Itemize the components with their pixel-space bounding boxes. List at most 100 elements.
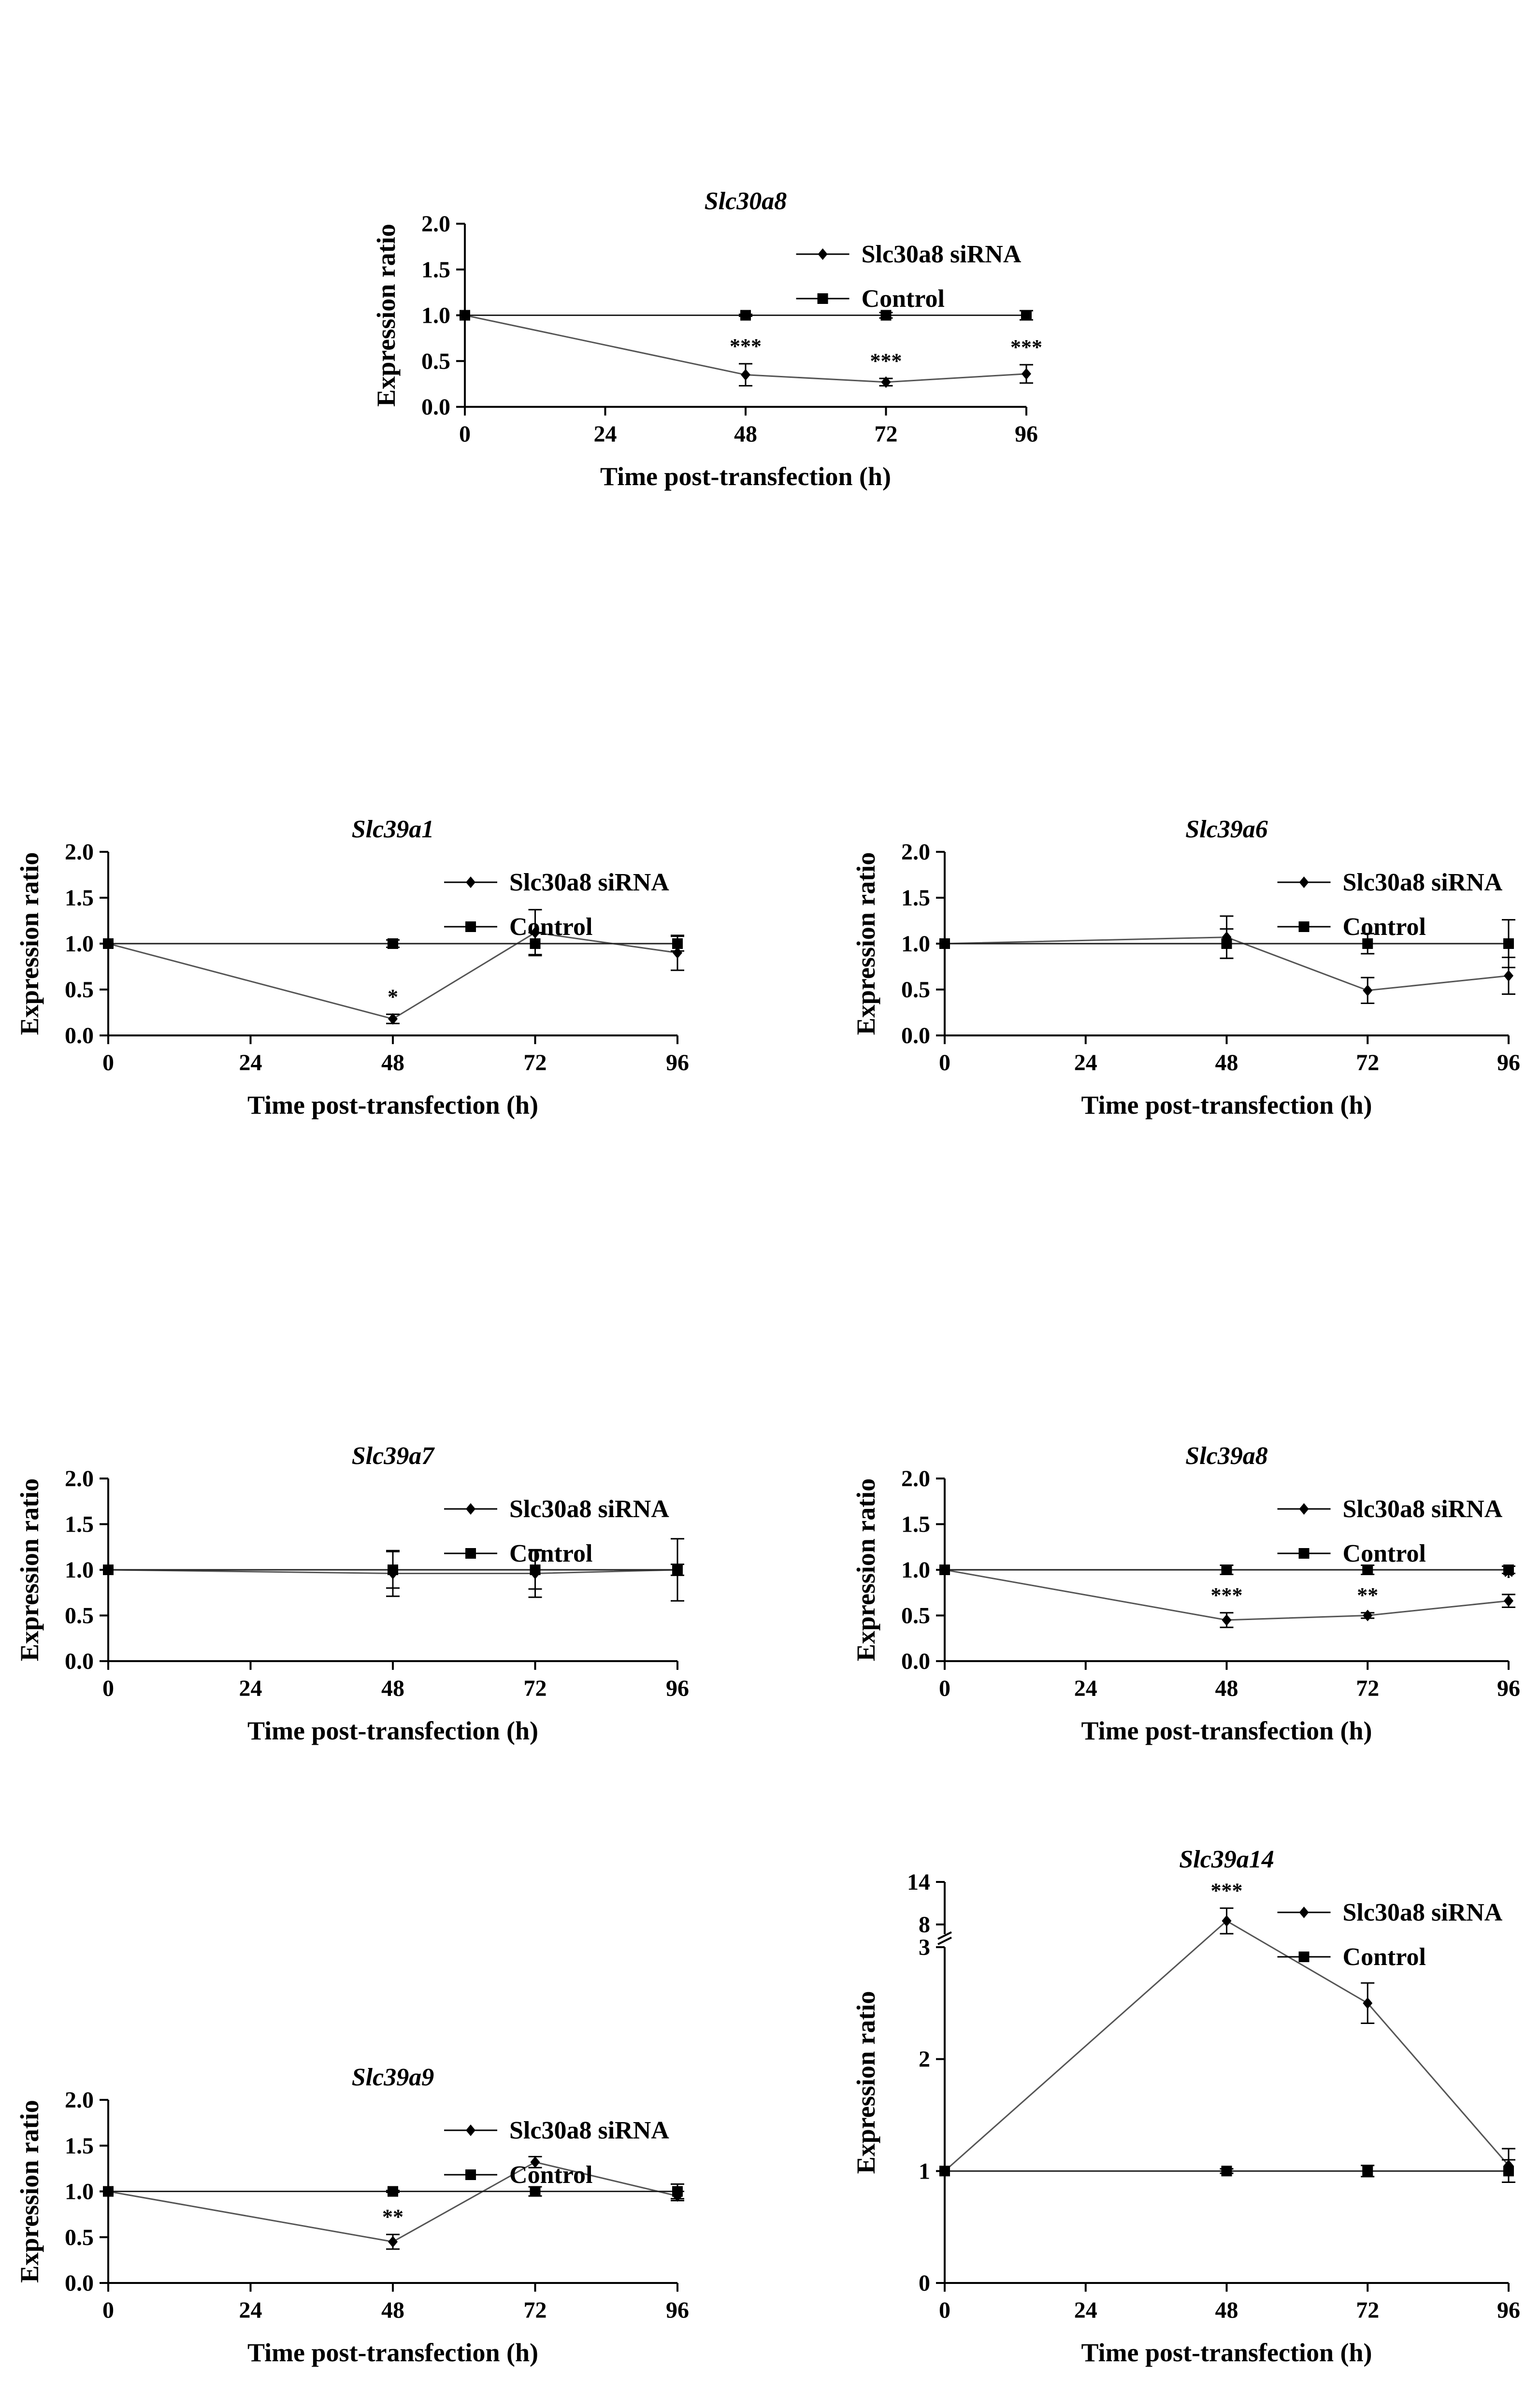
y-tick-label: 1.0 [65,931,94,957]
chart-title: Slc30a8 [705,187,787,215]
x-tick-label: 96 [666,1050,689,1076]
legend-marker [465,2169,476,2180]
legend-label: Slc30a8 siRNA [509,869,669,896]
x-tick-label: 24 [1074,1050,1097,1076]
y-axis-label: Expression ratio [372,224,401,407]
x-axis-label: Time post-transfection (h) [1081,1716,1372,1745]
series-line-sirna [108,2161,678,2243]
legend-label: Slc30a8 siRNA [1343,1899,1503,1926]
data-point-sirna [388,1013,398,1025]
y-axis-label: Expression ratio [15,1478,44,1662]
significance-marker: ** [382,2205,403,2229]
legend-marker [465,921,476,932]
y-tick-label: 0.0 [65,1649,94,1674]
significance-marker: *** [1211,1879,1243,1902]
data-point-sirna [881,376,891,388]
x-tick-label: 96 [1497,1676,1520,1701]
x-tick-label: 0 [102,2297,114,2323]
x-tick-label: 24 [239,1676,262,1701]
x-tick-label: 24 [1074,2297,1097,2323]
data-point-control [460,310,470,321]
x-tick-label: 72 [1356,1050,1379,1076]
series-line-sirna [944,1920,1510,2172]
x-tick-label: 72 [524,1676,547,1701]
y-tick-label: 0 [919,2270,930,2296]
y-tick-label: 14 [907,1869,930,1895]
data-point-sirna [530,2156,540,2168]
y-axis-label: Expression ratio [851,1991,880,2174]
y-axis-label: Expression ratio [851,852,880,1035]
data-point-control [1221,938,1232,949]
panel-slc39a7: 0.0 0.5 1.0 1.5 2.0 0 24 48 72 96 Time post-transf… [15,1442,689,1745]
y-tick-label: 3 [919,1935,930,1960]
x-tick-label: 72 [1356,2297,1379,2323]
y-tick-label: 2 [919,2047,930,2072]
x-tick-label: 48 [381,1050,404,1076]
legend-label: Slc30a8 siRNA [1343,869,1503,896]
legend-sirna: Slc30a8 siRNA [1277,1495,1503,1523]
y-tick-label: 1.0 [901,931,930,957]
y-tick-label: 2.0 [901,1466,930,1492]
x-tick-label: 0 [102,1676,114,1701]
series-line-sirna [944,936,1509,991]
significance-marker: *** [870,349,902,373]
x-tick-label: 48 [1215,1676,1238,1701]
data-point-control [740,310,751,321]
y-tick-label: 0.5 [421,348,450,374]
data-point-control [388,1565,398,1575]
data-point-sirna [388,2236,398,2248]
y-tick-label: 0.5 [901,1603,930,1629]
series-line-sirna [108,1569,678,1575]
x-tick-label: 72 [524,1050,547,1076]
chart-title: Slc39a14 [1179,1846,1274,1873]
data-point-control [1221,1565,1232,1575]
data-point-control [530,2186,541,2197]
data-point-control [880,310,892,321]
legend-label: Control [1343,1943,1426,1971]
x-tick-label: 0 [939,1050,950,1076]
significance-marker: ** [1357,1583,1378,1607]
y-axis-label: Expression ratio [851,1478,880,1662]
legend-marker [817,293,828,304]
x-tick-label: 48 [381,1676,404,1701]
legend-marker [465,1548,476,1559]
panel-slc39a14: 0 1 2 38 14 0 24 48 72 96 Time post-transfection (… [851,1846,1520,2367]
y-tick-label: 0.0 [421,394,450,420]
legend-marker [1299,1907,1309,1918]
x-tick-label: 0 [102,1050,114,1076]
panel-slc30a8: 0.0 0.5 1.0 1.5 2.0 0 24 48 72 96 Time post-transf… [372,187,1042,491]
y-tick-label: 2.0 [421,211,450,237]
x-tick-label: 72 [524,2297,547,2323]
data-point-control [1362,1565,1373,1575]
y-tick-label: 0.0 [901,1023,930,1048]
x-tick-label: 0 [939,2297,950,2323]
data-point-control [1503,1565,1514,1575]
data-point-control [1362,2166,1373,2177]
data-point-control [388,938,398,949]
data-point-control [103,2186,114,2197]
chart-title: Slc39a8 [1185,1442,1267,1470]
legend-label: Control [1343,1540,1426,1567]
y-tick-label: 1.5 [65,885,94,911]
legend-marker [1299,1503,1309,1515]
legend-marker [1298,921,1310,932]
y-tick-label: 2.0 [65,1466,94,1492]
data-point-control [672,2186,683,2197]
data-point-sirna [673,947,682,959]
significance-marker: *** [1211,1583,1243,1607]
legend-control: Control [444,2161,592,2189]
data-point-control [939,1565,950,1575]
x-tick-label: 24 [1074,1676,1097,1701]
data-point-control [103,1565,114,1575]
chart-title: Slc39a6 [1185,816,1267,843]
legend-sirna: Slc30a8 siRNA [444,2117,669,2144]
y-tick-label: 8 [919,1912,930,1938]
y-tick-label: 0.0 [65,1023,94,1048]
series-line-sirna [108,932,678,1020]
x-tick-label: 48 [381,2297,404,2323]
series-line-sirna [464,315,1027,383]
chart-title: Slc39a1 [352,816,434,843]
chart-title: Slc39a9 [352,2064,434,2091]
significance-marker: * [388,985,398,1008]
legend-marker [466,876,476,888]
